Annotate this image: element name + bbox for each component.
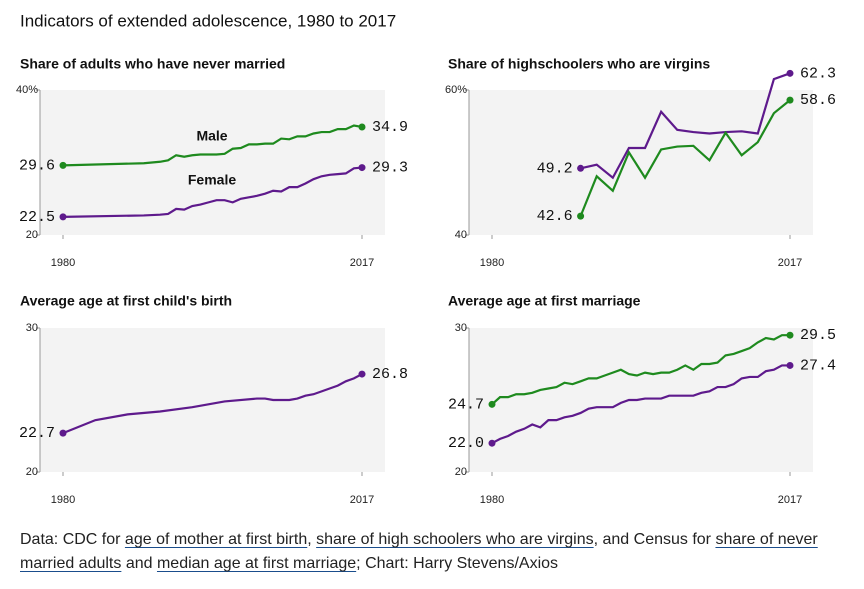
line (62, 124, 363, 167)
end-dot (786, 96, 794, 104)
source-link[interactable]: age of mother at first birth (124, 531, 308, 548)
panel-title: Average age at first marriage (448, 293, 641, 309)
source-text: and (121, 555, 157, 572)
end-dot (786, 331, 794, 339)
line (62, 166, 363, 218)
y-tick-label: 40% (16, 84, 38, 96)
y-tick-label: 30 (455, 322, 467, 334)
y-tick-label: 20 (26, 229, 38, 241)
line (491, 334, 790, 406)
end-dot (488, 400, 496, 408)
chart: Indicators of extended adolescence, 1980… (16, 11, 836, 506)
end-dot (577, 164, 585, 172)
source-link[interactable]: share of never married adults (20, 531, 818, 572)
panel-title: Share of highschoolers who are virgins (448, 56, 710, 72)
plot-background (40, 90, 385, 235)
line (580, 72, 791, 180)
value-label: 26.8 (372, 366, 408, 383)
x-tick-label: 2017 (778, 494, 802, 506)
source-text: , and Census for (593, 531, 716, 548)
y-tick-label: 20 (26, 466, 38, 478)
value-label: 29.3 (372, 160, 408, 177)
x-tick-label: 2017 (350, 494, 374, 506)
end-dot (358, 164, 366, 172)
end-dot (488, 439, 496, 447)
chart-title: Indicators of extended adolescence, 1980… (20, 11, 396, 30)
y-tick-label: 40 (455, 229, 467, 241)
end-dot (577, 212, 585, 220)
end-dot (59, 429, 67, 437)
x-tick-label: 1980 (480, 494, 504, 506)
value-label: 34.9 (372, 119, 408, 136)
x-tick-label: 2017 (778, 257, 802, 269)
value-label: 22.7 (19, 425, 55, 442)
plot-background (40, 328, 385, 472)
end-dot (786, 361, 794, 369)
y-tick-label: 30 (26, 322, 38, 334)
series-label: Female (188, 172, 236, 188)
end-dot (358, 370, 366, 378)
source-note: Data: CDC for age of mother at first bir… (20, 528, 840, 576)
y-tick-label: 60% (445, 84, 467, 96)
value-label: 42.6 (537, 208, 573, 225)
x-tick-label: 2017 (350, 257, 374, 269)
end-dot (59, 213, 67, 221)
series-label: Male (196, 128, 227, 144)
value-label: 29.5 (800, 327, 836, 344)
x-tick-label: 1980 (480, 257, 504, 269)
source-link[interactable]: median age at first marriage (156, 555, 357, 572)
value-label: 49.2 (537, 160, 573, 177)
source-text: ; Chart: Harry Stevens/Axios (356, 555, 559, 572)
panel-title: Share of adults who have never married (20, 56, 285, 72)
end-dot (59, 161, 67, 169)
line (62, 373, 363, 435)
line (579, 99, 791, 217)
value-label: 24.7 (448, 396, 484, 413)
source-text: Data: CDC for (20, 531, 125, 548)
value-label: 58.6 (800, 92, 836, 109)
x-tick-label: 1980 (51, 257, 75, 269)
plot-background (469, 90, 813, 235)
source-link[interactable]: share of high schoolers who are virgins (316, 531, 594, 548)
value-label: 22.0 (448, 435, 484, 452)
y-tick-label: 20 (455, 466, 467, 478)
value-label: 29.6 (19, 157, 55, 174)
end-dot (358, 123, 366, 131)
panel-title: Average age at first child's birth (20, 293, 232, 309)
line (491, 364, 790, 445)
source-text: , (307, 531, 317, 548)
value-label: 22.5 (19, 209, 55, 226)
end-dot (786, 69, 794, 77)
value-label: 62.3 (800, 65, 836, 82)
x-tick-label: 1980 (51, 494, 75, 506)
value-label: 27.4 (800, 357, 836, 374)
